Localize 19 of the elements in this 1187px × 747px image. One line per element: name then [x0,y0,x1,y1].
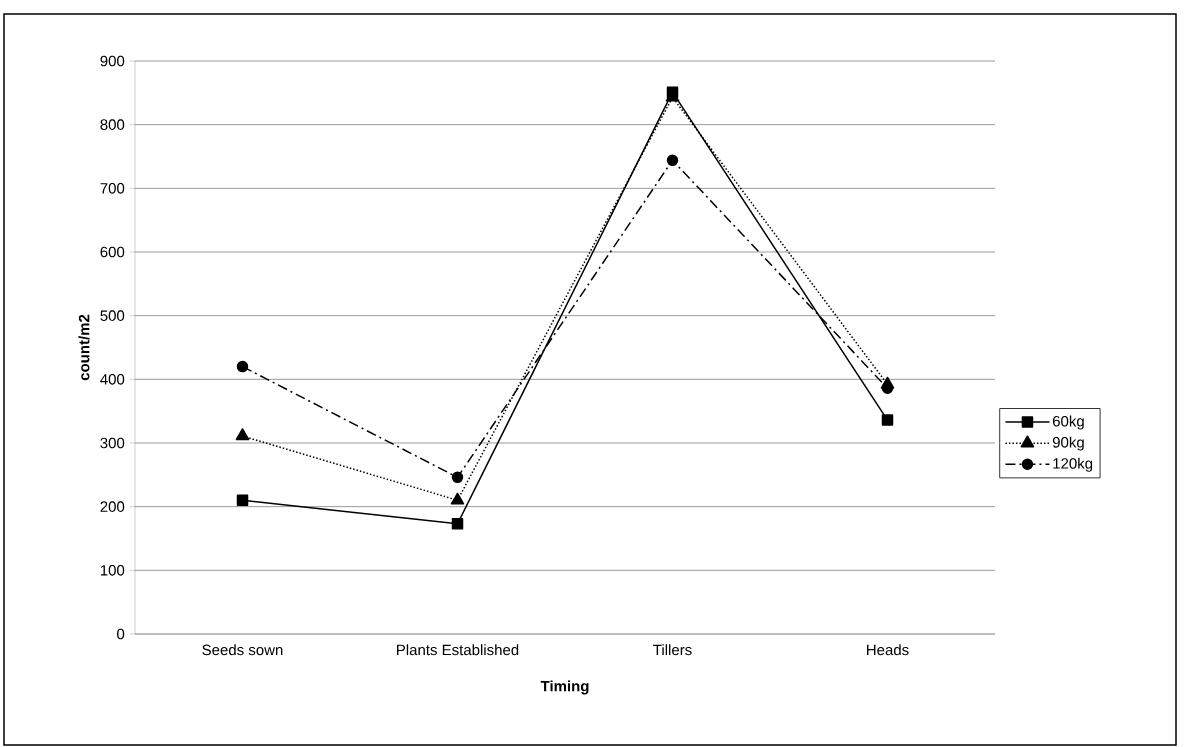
legend-label: 60kg [1052,415,1084,430]
y-tick-label: 0 [117,628,125,640]
y-tick-label: 100 [100,565,125,576]
y-tick-label: 500 [100,310,125,321]
y-tick-label: 900 [100,55,125,67]
legend-label: 120kg [1053,457,1093,472]
y-tick-label: 600 [100,246,125,258]
x-tick-label: Tillers [653,644,692,656]
x-axis-title: Timing [540,680,589,695]
y-tick-label: 200 [100,501,125,512]
x-tick-label: Seeds sown [202,644,283,656]
x-tick-label: Heads [867,644,909,656]
y-tick-label: 400 [100,374,125,385]
legend-label: 90kg [1052,436,1084,451]
y-tick-label: 800 [100,119,125,130]
y-tick-label: 700 [100,183,125,194]
y-tick-label: 300 [100,437,125,449]
y-axis-title: count/m2 [78,314,90,381]
x-tick-label: Plants Established [397,644,519,656]
